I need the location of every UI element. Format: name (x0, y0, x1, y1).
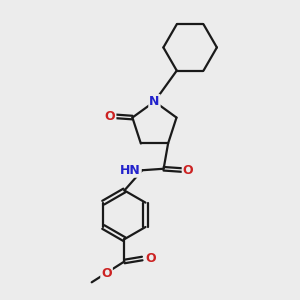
Text: O: O (183, 164, 193, 177)
Text: N: N (149, 95, 160, 108)
Text: O: O (146, 252, 156, 265)
Text: O: O (101, 267, 112, 280)
Text: O: O (105, 110, 116, 123)
Text: HN: HN (120, 164, 141, 177)
